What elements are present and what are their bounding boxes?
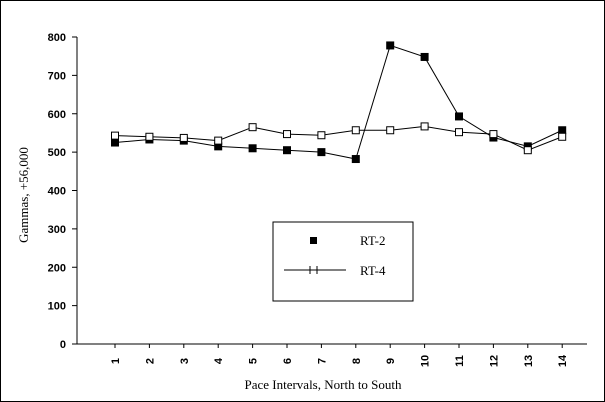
x-tick-label: 10 [420, 355, 432, 367]
data-point-rt-2 [283, 146, 291, 155]
data-point-rt-4 [523, 146, 532, 155]
y-tick-label: 300 [48, 224, 66, 236]
x-tick-label: 9 [385, 358, 397, 364]
y-tick-label: 100 [48, 301, 66, 313]
data-point-rt-4 [248, 123, 257, 132]
data-point-rt-2 [111, 138, 119, 147]
y-tick-label: 800 [48, 32, 66, 44]
legend-box [272, 221, 414, 302]
x-tick-label: 6 [282, 358, 294, 364]
y-tick-label: 400 [48, 186, 66, 198]
data-point-rt-4 [145, 132, 154, 141]
data-point-rt-4 [179, 133, 188, 142]
y-tick-label: 700 [48, 70, 66, 82]
legend-marker-rt-2 [310, 237, 317, 244]
data-point-rt-2 [351, 155, 360, 164]
x-tick-label: 5 [248, 358, 260, 364]
y-tick-label: 500 [48, 147, 66, 159]
data-point-rt-4 [317, 131, 326, 140]
x-tick-label: 14 [557, 354, 569, 367]
y-axis-title: Gammas, +56,000 [16, 147, 31, 243]
data-point-rt-4 [214, 136, 223, 145]
y-tick-label: 0 [60, 339, 66, 351]
x-tick-label: 4 [213, 357, 225, 364]
x-tick-label: 3 [179, 358, 191, 364]
x-tick-label: 12 [488, 355, 500, 367]
data-point-rt-4 [351, 126, 360, 135]
data-point-rt-2 [317, 148, 326, 157]
y-tick-label: 600 [48, 109, 66, 121]
x-tick-label: 7 [316, 358, 328, 364]
data-point-rt-2 [248, 144, 257, 153]
legend-label-rt-4: RT-4 [360, 263, 386, 278]
data-point-rt-4 [455, 128, 463, 137]
legend-label-rt-2: RT-2 [360, 233, 385, 248]
x-tick-label: 8 [351, 358, 363, 364]
x-tick-label: 13 [523, 355, 535, 367]
data-point-rt-4 [558, 132, 567, 141]
x-axis-title: Pace Intervals, North to South [244, 377, 402, 392]
data-point-rt-4 [386, 126, 395, 135]
data-point-rt-4 [283, 130, 291, 139]
x-tick-label: 11 [454, 355, 466, 367]
series-line-rt-4 [114, 125, 563, 151]
data-point-rt-4 [420, 122, 429, 131]
y-tick-label: 200 [48, 262, 66, 274]
series-layer [111, 41, 567, 164]
x-tick-label: 1 [110, 358, 122, 364]
data-point-rt-2 [558, 126, 567, 135]
legend: RT-2 RT-4 [272, 221, 414, 302]
data-point-rt-2 [455, 112, 463, 121]
data-point-rt-2 [420, 52, 429, 61]
data-point-rt-2 [386, 41, 395, 50]
data-point-rt-4 [489, 130, 498, 139]
data-point-rt-4 [111, 131, 119, 140]
x-tick-label: 2 [144, 358, 156, 364]
